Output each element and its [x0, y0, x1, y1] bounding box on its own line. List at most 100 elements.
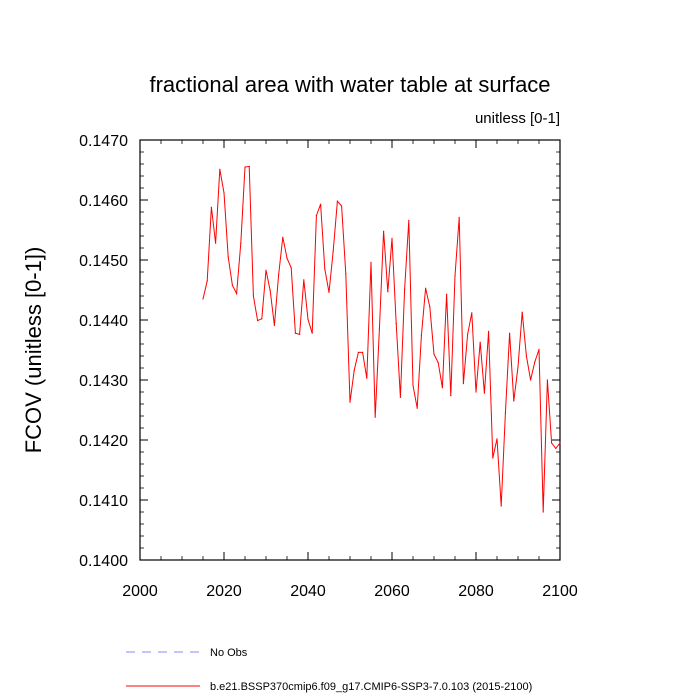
series-point	[206, 280, 208, 282]
series-point	[551, 442, 553, 444]
series-point	[303, 279, 305, 281]
series-point	[370, 261, 372, 263]
series-point	[530, 379, 532, 381]
legend: No Obs b.e21.BSSP370cmip6.f09_g17.CMIP6-…	[126, 647, 532, 693]
major-ticks	[139, 139, 561, 561]
series-point	[265, 269, 267, 271]
series-point	[286, 257, 288, 259]
series-point	[231, 284, 233, 286]
y-axis-label: FCOV (unitless [0-1])	[21, 247, 46, 454]
series-point	[219, 168, 221, 170]
series-point	[454, 275, 456, 277]
units-label: unitless [0-1]	[475, 110, 560, 127]
series-point	[227, 256, 229, 258]
series-point	[366, 377, 368, 379]
plot-frame	[139, 139, 561, 561]
series-point	[521, 311, 523, 313]
series-point	[446, 293, 448, 295]
series-point	[294, 332, 296, 334]
series-point	[210, 206, 212, 208]
series-point	[429, 306, 431, 308]
chart-title: fractional area with water table at surf…	[149, 72, 550, 97]
series-point	[252, 295, 254, 297]
series-point	[513, 400, 515, 402]
series-point	[500, 505, 502, 507]
series-point	[353, 369, 355, 371]
series-point	[282, 236, 284, 238]
series-point	[420, 335, 422, 337]
series-point	[328, 291, 330, 293]
x-tick-label: 2060	[374, 583, 410, 600]
series-point	[437, 362, 439, 364]
series-point	[412, 384, 414, 386]
y-tick-label: 0.1400	[79, 553, 128, 570]
series-point	[404, 288, 406, 290]
series-point	[399, 396, 401, 398]
series-point	[408, 219, 410, 221]
series-point	[324, 268, 326, 270]
series-point	[320, 203, 322, 205]
x-tick-label: 2080	[458, 583, 494, 600]
series-point	[240, 242, 242, 244]
minor-ticks	[139, 139, 561, 561]
series-point	[311, 332, 313, 334]
x-tick-label: 2100	[542, 583, 578, 600]
series-point	[496, 438, 498, 440]
series-point	[345, 273, 347, 275]
legend-label-model: b.e21.BSSP370cmip6.f09_g17.CMIP6-SSP3-7.…	[210, 681, 532, 693]
series-point	[517, 366, 519, 368]
series-point	[341, 205, 343, 207]
series-point	[349, 401, 351, 403]
x-tick-label: 2020	[206, 583, 242, 600]
series-point	[215, 242, 217, 244]
series-point	[546, 379, 549, 381]
series-point	[525, 355, 528, 357]
series-point	[559, 442, 561, 444]
series-point	[462, 383, 464, 385]
series-line	[202, 165, 561, 513]
y-tick-label: 0.1420	[79, 433, 128, 450]
series-point	[555, 447, 557, 449]
series-points	[202, 165, 561, 513]
series-point	[488, 330, 490, 332]
series-point	[357, 351, 359, 353]
series-point	[315, 215, 317, 217]
y-tick-label: 0.1410	[79, 493, 128, 510]
x-tick-labels: 2000 2020 2040 2060 2080 2100	[122, 583, 578, 600]
series-point	[244, 166, 246, 168]
series-point	[504, 412, 506, 414]
series-point	[391, 237, 393, 239]
series-point	[433, 353, 435, 355]
series-point	[483, 392, 485, 394]
series-point	[509, 332, 511, 334]
series-point	[492, 457, 494, 459]
x-tick-label: 2000	[122, 583, 158, 600]
series-point	[458, 216, 460, 218]
series-point	[332, 250, 334, 252]
y-tick-label: 0.1470	[79, 133, 128, 150]
series-point	[441, 387, 443, 389]
series-point	[299, 333, 301, 335]
series-point	[269, 290, 271, 292]
series-point	[471, 312, 473, 314]
y-tick-label: 0.1450	[79, 253, 128, 270]
series-point	[236, 293, 238, 295]
y-tick-label: 0.1440	[79, 313, 128, 330]
series-point	[383, 230, 385, 232]
series-point	[542, 511, 544, 513]
series-point	[479, 341, 481, 343]
y-tick-label: 0.1460	[79, 193, 128, 210]
x-tick-label: 2040	[290, 583, 326, 600]
series-point	[416, 407, 418, 409]
series-point	[202, 298, 204, 300]
series-point	[475, 391, 477, 393]
series-point	[273, 324, 275, 326]
series-point	[538, 348, 540, 350]
series-point	[336, 200, 338, 202]
series-point	[534, 361, 536, 363]
series-point	[378, 328, 380, 330]
series-point	[290, 267, 292, 269]
series-point	[450, 395, 452, 397]
y-tick-labels: 0.1400 0.1410 0.1420 0.1430 0.1440 0.1450 0.14…	[79, 133, 128, 570]
